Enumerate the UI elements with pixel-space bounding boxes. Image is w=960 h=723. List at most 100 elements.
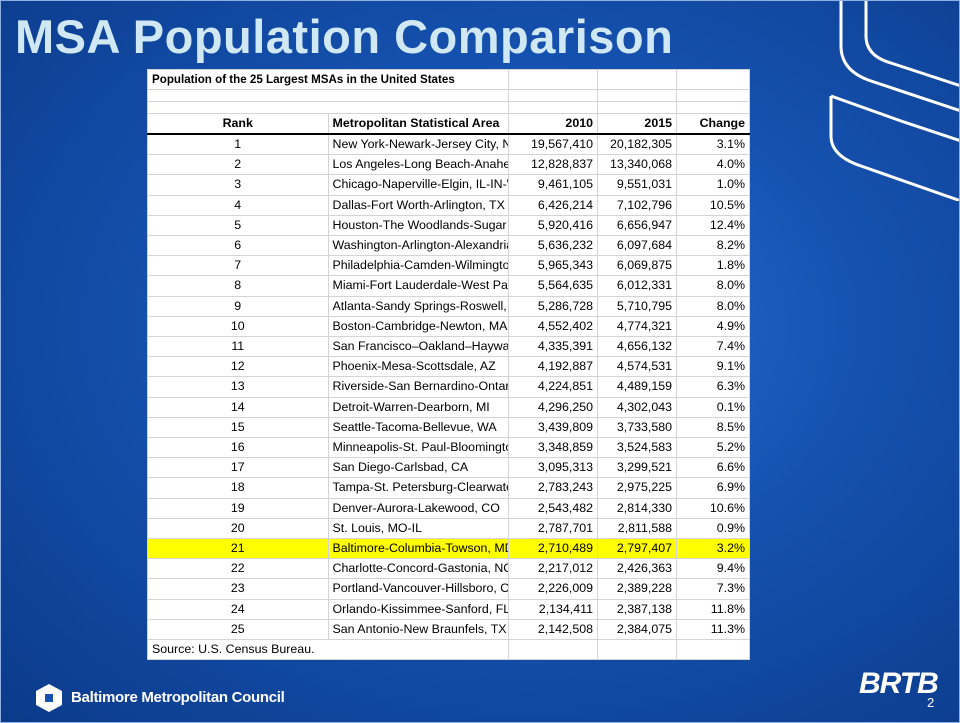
empty-cell (508, 89, 598, 102)
cell: 4.9% (676, 315, 750, 338)
cell: 7 (147, 255, 329, 277)
cell: 0.9% (676, 517, 750, 540)
cell: 4,224,851 (508, 376, 598, 398)
empty-cell (508, 639, 598, 661)
cell: 2,142,508 (508, 618, 598, 641)
cell: 3,733,580 (597, 416, 677, 439)
cell: Phoenix-Mesa-Scottsdale, AZ (327, 356, 509, 378)
cell: 11.3% (676, 618, 750, 641)
cell: 3.1% (676, 133, 750, 156)
cell: 9.1% (676, 356, 750, 378)
header-row: Rank Metropolitan Statistical Area 2010 201… (147, 113, 750, 135)
cell: Chicago-Naperville-Elgin, IL-IN-WI (327, 174, 509, 196)
cell: 25 (147, 618, 329, 641)
data-row: 24 Orlando-Kissimmee-Sanford, FL 2,134,411… (147, 598, 750, 620)
cell: 16 (147, 437, 329, 459)
cell: 23 (147, 578, 329, 600)
cell: 3,524,583 (597, 437, 677, 459)
cell: Detroit-Warren-Dearborn, MI (327, 396, 509, 418)
cell: 2,134,411 (508, 598, 598, 620)
cell: Atlanta-Sandy Springs-Roswell, GA (327, 295, 509, 317)
header-cell: Change (676, 113, 750, 135)
data-row: 17 San Diego-Carlsbad, CA 3,095,313 3,299,5… (147, 457, 750, 479)
header-cell: 2010 (508, 113, 598, 135)
cell: 5,286,728 (508, 295, 598, 317)
cell: 3,348,859 (508, 437, 598, 459)
cell: Riverside-San Bernardino-Ontario, CA (327, 376, 509, 398)
cell: 11 (147, 336, 329, 358)
empty-cell (147, 101, 509, 114)
cell: 4,574,531 (597, 356, 677, 378)
cell: 8.2% (676, 235, 750, 257)
cell: Seattle-Tacoma-Bellevue, WA (327, 416, 509, 439)
cell: San Francisco–Oakland–Hayward, CA (327, 336, 509, 358)
empty-cell (676, 69, 750, 90)
cell: San Diego-Carlsbad, CA (327, 457, 509, 479)
cell: 15 (147, 416, 329, 439)
cell: 2,975,225 (597, 477, 677, 499)
cell: New York-Newark-Jersey City, NY-NJ-PA (327, 133, 509, 156)
cell: 2,797,407 (597, 538, 677, 560)
cell: 2,811,588 (597, 517, 677, 540)
cell: San Antonio-New Braunfels, TX (327, 618, 509, 641)
cell: 20,182,305 (597, 133, 677, 156)
cell: 12,828,837 (508, 154, 598, 176)
cell: 9,551,031 (597, 174, 677, 196)
cell: 8.5% (676, 416, 750, 439)
data-row: 14 Detroit-Warren-Dearborn, MI 4,296,250 4,… (147, 396, 750, 418)
organization-name: Baltimore Metropolitan Council (71, 689, 285, 706)
cell: 5,920,416 (508, 214, 598, 237)
cell: 10.5% (676, 194, 750, 216)
cell: 4,774,321 (597, 315, 677, 338)
cell: 5,636,232 (508, 235, 598, 257)
cell: 6.9% (676, 477, 750, 499)
cell: Tampa-St. Petersburg-Clearwater, FL (327, 477, 509, 499)
cell: Houston-The Woodlands-Sugar Land, TX (327, 214, 509, 237)
data-row: 4 Dallas-Fort Worth-Arlington, TX 6,426,21… (147, 194, 750, 216)
cell: 20 (147, 517, 329, 540)
cell: Charlotte-Concord-Gastonia, NC-SC (327, 558, 509, 580)
cell: 8.0% (676, 275, 750, 297)
cell: Denver-Aurora-Lakewood, CO (327, 497, 509, 519)
cell: 4,302,043 (597, 396, 677, 418)
spacer-row (147, 101, 750, 114)
cell: 19,567,410 (508, 133, 598, 156)
data-row: 20 St. Louis, MO-IL 2,787,701 2,811,588 0.9% (147, 517, 750, 540)
cell: 4 (147, 194, 329, 216)
cell: 3,439,809 (508, 416, 598, 439)
data-row: 19 Denver-Aurora-Lakewood, CO 2,543,482 2,8… (147, 497, 750, 519)
cell: 4,489,159 (597, 376, 677, 398)
cell: 5,710,795 (597, 295, 677, 317)
cell: 3,095,313 (508, 457, 598, 479)
header-cell: Rank (147, 113, 329, 135)
header-cell: 2015 (597, 113, 677, 135)
cell: 2 (147, 154, 329, 176)
population-table: Population of the 25 Largest MSAs in the… (147, 69, 750, 661)
data-row: 25 San Antonio-New Braunfels, TX 2,142,508… (147, 618, 750, 641)
cell: 6.3% (676, 376, 750, 398)
cell: 2,387,138 (597, 598, 677, 620)
cell: 10.6% (676, 497, 750, 519)
cell: 6,069,875 (597, 255, 677, 277)
cell: 6,012,331 (597, 275, 677, 297)
source-note: Source: U.S. Census Bureau. (147, 639, 509, 661)
cell: Miami-Fort Lauderdale-West Palm Beach, F… (327, 275, 509, 297)
cell: 5 (147, 214, 329, 237)
cell: St. Louis, MO-IL (327, 517, 509, 540)
cell: 9.4% (676, 558, 750, 580)
cell: 4,335,391 (508, 336, 598, 358)
cell: Boston-Cambridge-Newton, MA-NH (327, 315, 509, 338)
cell: 2,384,075 (597, 618, 677, 641)
cell: Portland-Vancouver-Hillsboro, OR-WA (327, 578, 509, 600)
cell: Orlando-Kissimmee-Sanford, FL (327, 598, 509, 620)
cell: Baltimore-Columbia-Towson, MD (327, 538, 509, 560)
cell: 17 (147, 457, 329, 479)
